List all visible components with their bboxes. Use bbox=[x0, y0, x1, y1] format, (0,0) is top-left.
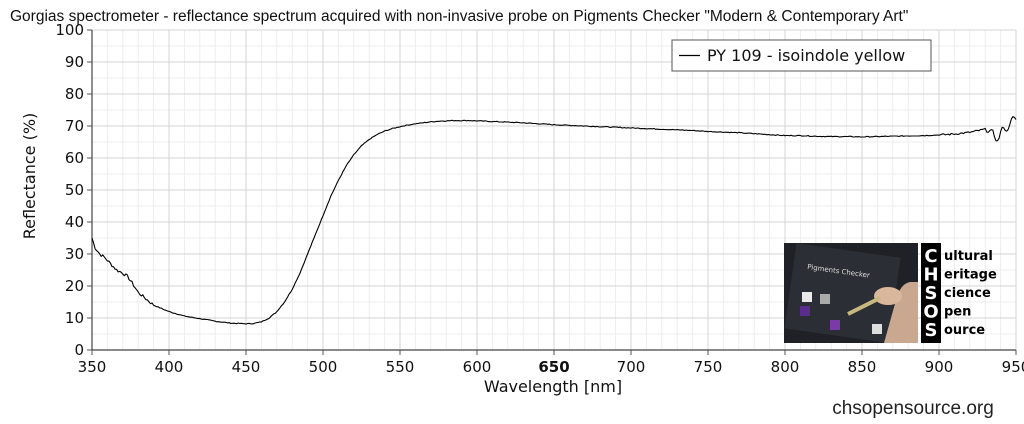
x-tick-label: 650 bbox=[538, 358, 569, 376]
site-url: chsopensource.org bbox=[832, 398, 994, 419]
legend-box bbox=[671, 39, 932, 72]
logo-words: ultural eritage cience pen ource bbox=[944, 249, 997, 338]
y-tick-label: 80 bbox=[65, 85, 84, 103]
y-tick-label: 30 bbox=[65, 245, 84, 263]
x-tick-label: 450 bbox=[232, 358, 261, 376]
x-tick-label: 600 bbox=[463, 358, 492, 376]
y-axis-label: Reflectance (%) bbox=[20, 113, 39, 240]
axes-layer bbox=[87, 29, 1017, 355]
logo-hand bbox=[884, 282, 918, 343]
logo-letter: O bbox=[923, 302, 938, 323]
x-tick-label: 850 bbox=[848, 358, 877, 376]
y-tick-label: 60 bbox=[65, 149, 84, 167]
y-tick-label: 90 bbox=[65, 53, 84, 71]
y-tick-labels: 0 10 20 30 40 50 60 70 80 90 100 bbox=[55, 21, 84, 359]
x-axis-label: Wavelength [nm] bbox=[484, 377, 622, 396]
logo-letter: H bbox=[923, 265, 938, 286]
x-tick-label: 350 bbox=[78, 358, 107, 376]
logo-probe bbox=[847, 296, 881, 316]
logo-letter-column bbox=[921, 243, 941, 343]
y-tick-label: 50 bbox=[65, 181, 84, 199]
logo-word: ultural bbox=[944, 249, 993, 264]
y-tick-label: 20 bbox=[65, 277, 84, 295]
logo-word: pen bbox=[944, 305, 971, 320]
logo-word: ource bbox=[944, 323, 985, 338]
chart-title: Gorgias spectrometer - reflectance spect… bbox=[10, 8, 908, 25]
logo-word: cience bbox=[944, 286, 991, 301]
logo-letter: C bbox=[924, 246, 937, 267]
x-tick-label: 550 bbox=[386, 358, 415, 376]
x-tick-label: 700 bbox=[617, 358, 646, 376]
x-tick-label: 950 bbox=[1002, 358, 1024, 376]
x-tick-label: 500 bbox=[309, 358, 338, 376]
y-tick-label: 10 bbox=[65, 309, 84, 327]
logo-letter: S bbox=[925, 320, 938, 341]
x-tick-label: 900 bbox=[925, 358, 954, 376]
x-tick-label: 800 bbox=[771, 358, 800, 376]
legend: PY 109 - isoindole yellow bbox=[671, 39, 932, 72]
legend-entry-label: PY 109 - isoindole yellow bbox=[707, 46, 905, 65]
x-tick-label: 750 bbox=[694, 358, 723, 376]
x-tick-labels: 350 400 450 500 550 600 650 700 750 800 850 900 950 bbox=[78, 358, 1024, 376]
logo-letter: S bbox=[925, 283, 938, 304]
y-tick-label: 70 bbox=[65, 117, 84, 135]
series-layer bbox=[91, 116, 1017, 325]
x-tick-label: 400 bbox=[155, 358, 184, 376]
series-line-0 bbox=[91, 116, 1017, 325]
y-tick-label: 40 bbox=[65, 213, 84, 231]
logo-word: eritage bbox=[944, 268, 997, 283]
y-tick-label: 0 bbox=[74, 341, 84, 359]
y-tick-label: 100 bbox=[55, 21, 84, 39]
